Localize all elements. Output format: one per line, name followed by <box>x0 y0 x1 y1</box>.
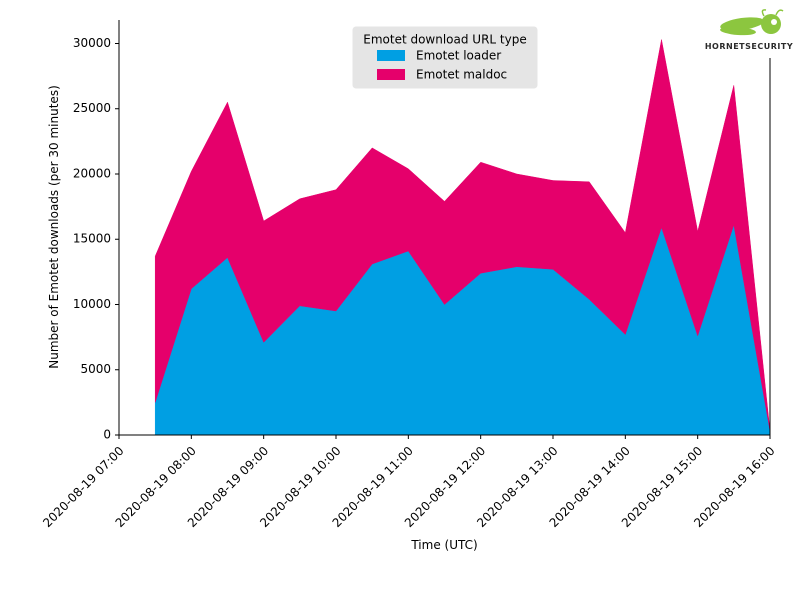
y-tick-label: 5000 <box>80 362 111 376</box>
x-tick-label: 2020-08-19 07:00 <box>40 444 126 530</box>
x-tick-label: 2020-08-19 10:00 <box>257 444 343 530</box>
y-axis-title: Number of Emotet downloads (per 30 minut… <box>47 85 61 368</box>
y-tick-label: 20000 <box>73 166 111 180</box>
hornetsecurity-logo: HORNETSECURITY <box>702 5 797 58</box>
legend-swatch-emotet-maldoc <box>377 69 405 80</box>
x-tick-label: 2020-08-19 13:00 <box>474 444 560 530</box>
plot-areas <box>154 39 771 436</box>
legend-title: Emotet download URL type <box>363 33 527 47</box>
y-tick-label: 30000 <box>73 36 111 50</box>
legend-label-emotet-maldoc: Emotet maldoc <box>416 68 507 82</box>
y-tick-label: 15000 <box>73 232 111 246</box>
hornet-logo-icon <box>720 9 784 36</box>
logo-text: HORNETSECURITY <box>705 42 793 51</box>
y-tick-label: 0 <box>103 428 111 442</box>
legend: Emotet download URL type Emotet loader E… <box>352 26 538 89</box>
x-tick-label: 2020-08-19 15:00 <box>619 444 705 530</box>
axes <box>118 20 771 436</box>
legend-label-emotet-loader: Emotet loader <box>416 49 501 63</box>
x-axis-title: Time (UTC) <box>410 538 477 552</box>
y-tick-label: 25000 <box>73 101 111 115</box>
x-tick-label: 2020-08-19 09:00 <box>185 444 271 530</box>
y-tick-label: 10000 <box>73 297 111 311</box>
x-tick-label: 2020-08-19 14:00 <box>547 444 633 530</box>
x-tick-label: 2020-08-19 16:00 <box>691 444 777 530</box>
area-emotet-maldoc <box>154 39 771 432</box>
x-tick-label: 2020-08-19 08:00 <box>113 444 199 530</box>
x-tick-label: 2020-08-19 11:00 <box>330 444 416 530</box>
x-tick-label: 2020-08-19 12:00 <box>402 444 488 530</box>
legend-swatch-emotet-loader <box>377 50 405 61</box>
y-ticks: 0 5000 10000 15000 20000 25000 30000 <box>73 36 119 442</box>
